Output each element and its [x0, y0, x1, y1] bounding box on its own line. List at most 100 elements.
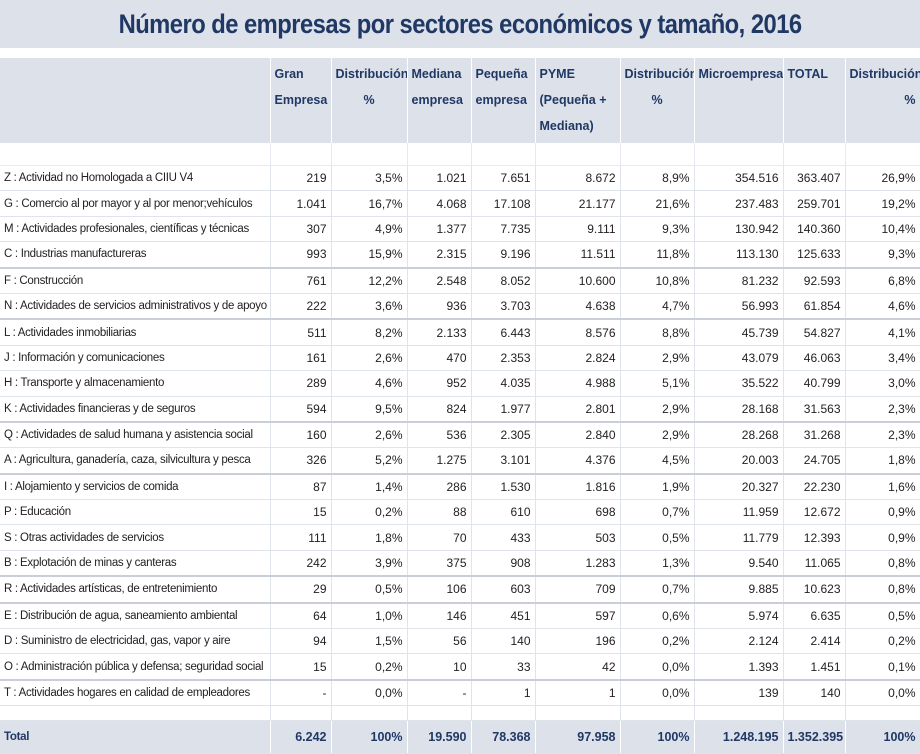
data-table: Gran Empresa Distribución % Mediana empr…	[0, 58, 920, 754]
table-cell: 15	[270, 653, 332, 681]
table-cell: 0,6%	[620, 602, 695, 630]
table-cell: 11.779	[694, 524, 784, 551]
total-cell: 6.242	[270, 720, 332, 754]
table-cell: 10,8%	[620, 267, 695, 294]
table-row: I : Alojamiento y servicios de comida 87 1…	[0, 473, 920, 501]
table-cell: 2,9%	[620, 396, 695, 423]
sector-label: Z : Actividad no Homologada a CIIU V4	[0, 165, 271, 192]
table-cell: 12.393	[783, 524, 846, 551]
table-row: G : Comercio al por mayor y al por menor…	[0, 190, 920, 217]
table-cell: 603	[471, 576, 536, 604]
table-cell: 4.638	[535, 293, 621, 321]
total-cell: 100%	[620, 720, 695, 754]
table-cell: 1.451	[783, 653, 846, 681]
table-cell: 451	[471, 602, 536, 630]
table-cell: 0,9%	[845, 524, 920, 551]
table-cell: 237.483	[694, 190, 784, 217]
table-cell: 1.275	[407, 447, 472, 475]
table-cell: 64	[270, 602, 332, 630]
spacer-row	[0, 705, 920, 722]
table-cell: 4.035	[471, 370, 536, 397]
header-cell-mediana: Mediana empresa	[407, 58, 472, 143]
table-cell: 2,9%	[620, 345, 695, 372]
sector-label: E : Distribución de agua, saneamiento am…	[0, 602, 271, 630]
table-cell: 130.942	[694, 216, 784, 243]
table-cell: 24.705	[783, 447, 846, 475]
table-cell: 761	[270, 267, 332, 294]
table-cell: 1.377	[407, 216, 472, 243]
sector-label: T : Actividades hogares en calidad de em…	[0, 679, 271, 707]
table-cell: 0,8%	[845, 550, 920, 578]
table-cell: 1,5%	[331, 628, 408, 655]
sector-label: L : Actividades inmobiliarias	[0, 319, 271, 346]
table-cell: 140	[471, 628, 536, 655]
table-cell: 824	[407, 396, 472, 423]
table-cell: 8,2%	[331, 319, 408, 346]
table-cell: 17.108	[471, 190, 536, 217]
table-cell: 0,7%	[620, 576, 695, 604]
table-cell: 4,1%	[845, 319, 920, 346]
table-cell: 1,3%	[620, 550, 695, 578]
header-cell-sector	[0, 58, 271, 143]
sector-label: Q : Actividades de salud humana y asiste…	[0, 421, 271, 449]
table-cell: 4,7%	[620, 293, 695, 321]
table-cell: 1.977	[471, 396, 536, 423]
page-title: Número de empresas por sectores económic…	[118, 8, 802, 39]
sector-label: P : Educación	[0, 499, 271, 526]
table-cell: 9.540	[694, 550, 784, 578]
table-cell: 0,1%	[845, 653, 920, 681]
table-cell: 56	[407, 628, 472, 655]
table-cell: 6,8%	[845, 267, 920, 294]
total-cell: 100%	[331, 720, 408, 754]
table-cell: 11.959	[694, 499, 784, 526]
table-row: F : Construcción 761 12,2% 2.548 8.052 10.600…	[0, 267, 920, 294]
table-cell: 28.168	[694, 396, 784, 423]
table-cell: 594	[270, 396, 332, 423]
table-cell: 0,8%	[845, 576, 920, 604]
sector-label: J : Información y comunicaciones	[0, 345, 271, 372]
sector-label: N : Actividades de servicios administrat…	[0, 293, 271, 321]
table-cell: 511	[270, 319, 332, 346]
total-cell: 100%	[845, 720, 920, 754]
table-cell: 3,6%	[331, 293, 408, 321]
table-cell: 307	[270, 216, 332, 243]
total-cell: 97.958	[535, 720, 621, 754]
table-cell: 146	[407, 602, 472, 630]
table-cell: 4.376	[535, 447, 621, 475]
sector-label: A : Agricultura, ganadería, caza, silvic…	[0, 447, 271, 475]
table-cell: 10	[407, 653, 472, 681]
table-cell: 3,4%	[845, 345, 920, 372]
table-cell: 0,0%	[845, 679, 920, 707]
table-cell: 94	[270, 628, 332, 655]
table-cell: 2.305	[471, 421, 536, 449]
total-cell: 19.590	[407, 720, 472, 754]
table-cell: 7.735	[471, 216, 536, 243]
table-cell: 161	[270, 345, 332, 372]
table-cell: 1,9%	[620, 473, 695, 501]
table-cell: 0,2%	[331, 499, 408, 526]
table-row: P : Educación 15 0,2% 88 610 698 0,7% 11.959 12.…	[0, 499, 920, 526]
table-cell: 993	[270, 241, 332, 269]
table-cell: 3,9%	[331, 550, 408, 578]
table-cell: 111	[270, 524, 332, 551]
table-cell: 470	[407, 345, 472, 372]
table-cell: 3.703	[471, 293, 536, 321]
table-cell: 2.840	[535, 421, 621, 449]
total-label: Total	[0, 720, 271, 754]
table-cell: 2,6%	[331, 421, 408, 449]
table-row: R : Actividades artísticas, de entreteni…	[0, 576, 920, 604]
table-cell: 29	[270, 576, 332, 604]
table-cell: 31.563	[783, 396, 846, 423]
table-row: O : Administración pública y defensa; se…	[0, 653, 920, 681]
table-cell: 140	[783, 679, 846, 707]
table-row: J : Información y comunicaciones 161 2,6% 4…	[0, 345, 920, 372]
table-cell: 9.111	[535, 216, 621, 243]
table-cell: 363.407	[783, 165, 846, 192]
table-cell: 908	[471, 550, 536, 578]
table-cell: 4,5%	[620, 447, 695, 475]
table-cell: 8.672	[535, 165, 621, 192]
table-cell: 33	[471, 653, 536, 681]
table-cell: 0,0%	[620, 679, 695, 707]
table-cell: 88	[407, 499, 472, 526]
header-cell-distribucion: Distribución %	[845, 58, 920, 143]
